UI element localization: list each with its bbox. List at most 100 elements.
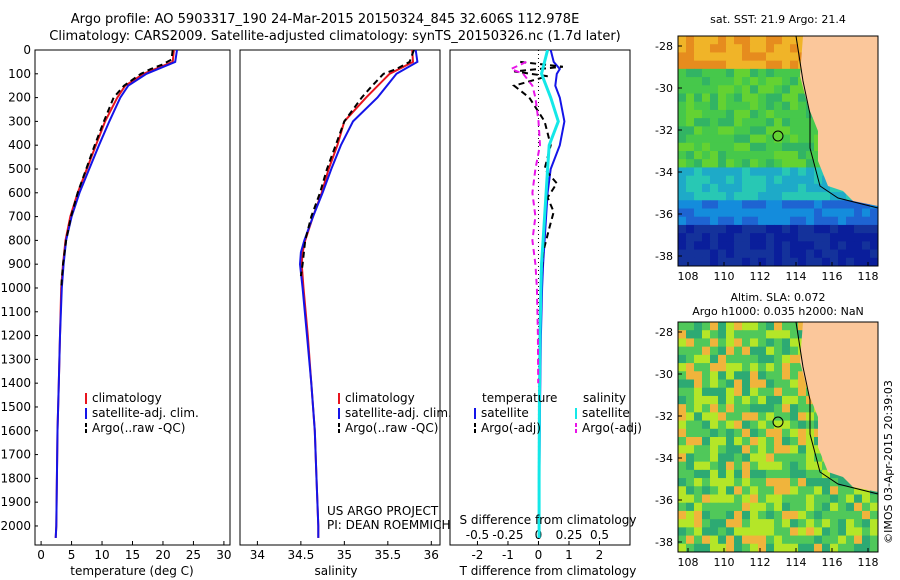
- map-cell: [790, 420, 799, 430]
- map-cell: [710, 52, 719, 62]
- map-cell: [782, 52, 791, 62]
- map-cell: [798, 543, 807, 553]
- map-cell: [742, 159, 751, 168]
- map-cell: [734, 216, 743, 226]
- map-cell: [846, 527, 855, 537]
- map-cell: [814, 453, 823, 463]
- depth-tick-label: 700: [8, 210, 31, 224]
- map-cell: [726, 486, 735, 495]
- map-cell: [742, 412, 751, 422]
- pi-label: PI: DEAN ROEMMICH: [327, 518, 450, 532]
- map-cell: [718, 249, 727, 259]
- map-cell: [790, 159, 799, 168]
- map-cell: [734, 142, 743, 152]
- legend-label: Argo(-adj): [481, 421, 541, 435]
- map-cell: [694, 85, 703, 94]
- map-cell: [678, 527, 687, 537]
- map-cell: [686, 101, 695, 111]
- map-cell: [782, 363, 791, 372]
- map-cell: [750, 395, 759, 405]
- map-cell: [702, 519, 711, 528]
- map-cell: [870, 527, 879, 537]
- map-cell: [694, 371, 703, 380]
- map-cell: [678, 216, 687, 226]
- map-cell: [790, 461, 799, 471]
- map-cell: [766, 371, 775, 380]
- map-cell: [806, 208, 815, 218]
- map-cell: [782, 445, 791, 454]
- map-cell: [758, 519, 767, 528]
- map-cell: [806, 241, 815, 251]
- map-cell: [710, 404, 719, 413]
- map-cell: [814, 183, 823, 193]
- map-cell: [742, 395, 751, 405]
- map-xtick-label: 116: [822, 556, 843, 569]
- map-cell: [678, 322, 687, 331]
- map-cell: [734, 445, 743, 454]
- map-ytick-label: -28: [655, 40, 673, 53]
- map-cell: [790, 93, 799, 103]
- map-cell: [734, 224, 743, 234]
- map-cell: [702, 502, 711, 512]
- map-cell: [822, 249, 831, 259]
- map-cell: [678, 519, 687, 528]
- map-cell: [718, 379, 727, 389]
- map-cell: [742, 224, 751, 234]
- map-cell: [758, 461, 767, 471]
- map-cell: [742, 167, 751, 177]
- map-cell: [782, 379, 791, 389]
- map-cell: [766, 543, 775, 553]
- map-cell: [774, 363, 783, 372]
- map-ytick-label: -36: [655, 494, 673, 507]
- map-cell: [758, 60, 767, 70]
- map-cell: [758, 494, 767, 504]
- map-cell: [710, 387, 719, 397]
- map-cell: [734, 101, 743, 111]
- coastline: [795, 321, 879, 495]
- map-cell: [830, 535, 839, 545]
- map-cell: [678, 330, 687, 339]
- map-cell: [742, 469, 751, 479]
- map-cell: [710, 142, 719, 152]
- map-cell: [766, 167, 775, 177]
- map-cell: [758, 126, 767, 136]
- map-cell: [702, 478, 711, 487]
- map-cell: [758, 502, 767, 512]
- map-cell: [710, 527, 719, 537]
- map-cell: [774, 346, 783, 356]
- map-cell: [766, 85, 775, 94]
- map-cell: [710, 330, 719, 339]
- map-cell: [846, 535, 855, 545]
- map-cell: [806, 519, 815, 528]
- map-cell: [798, 469, 807, 479]
- map-cell: [678, 363, 687, 372]
- map-cell: [846, 494, 855, 504]
- map-cell: [726, 412, 735, 422]
- sla-map-panel: Altim. SLA: 0.072 Argo h1000: 0.035 h200…: [655, 291, 879, 569]
- map-cell: [718, 134, 727, 144]
- map-cell: [718, 233, 727, 242]
- map-cell: [750, 208, 759, 218]
- map-cell: [790, 363, 799, 372]
- map-cell: [798, 387, 807, 397]
- map-cell: [710, 412, 719, 422]
- map-cell: [702, 44, 711, 53]
- difference-xtick-label: -1: [502, 548, 514, 562]
- map-cell: [686, 371, 695, 380]
- map-cell: [734, 486, 743, 495]
- depth-tick-label: 2000: [0, 519, 31, 533]
- map-cell: [790, 535, 799, 545]
- map-cell: [806, 167, 815, 177]
- map-cell: [798, 428, 807, 438]
- map-cell: [798, 134, 807, 144]
- map-cell: [742, 126, 751, 136]
- map-cell: [774, 151, 783, 160]
- map-cell: [766, 216, 775, 226]
- map-cell: [710, 93, 719, 103]
- map-cell: [814, 519, 823, 528]
- map-cell: [758, 395, 767, 405]
- map-cell: [702, 192, 711, 201]
- map-cell: [798, 461, 807, 471]
- map-cell: [686, 183, 695, 193]
- map-cell: [710, 379, 719, 389]
